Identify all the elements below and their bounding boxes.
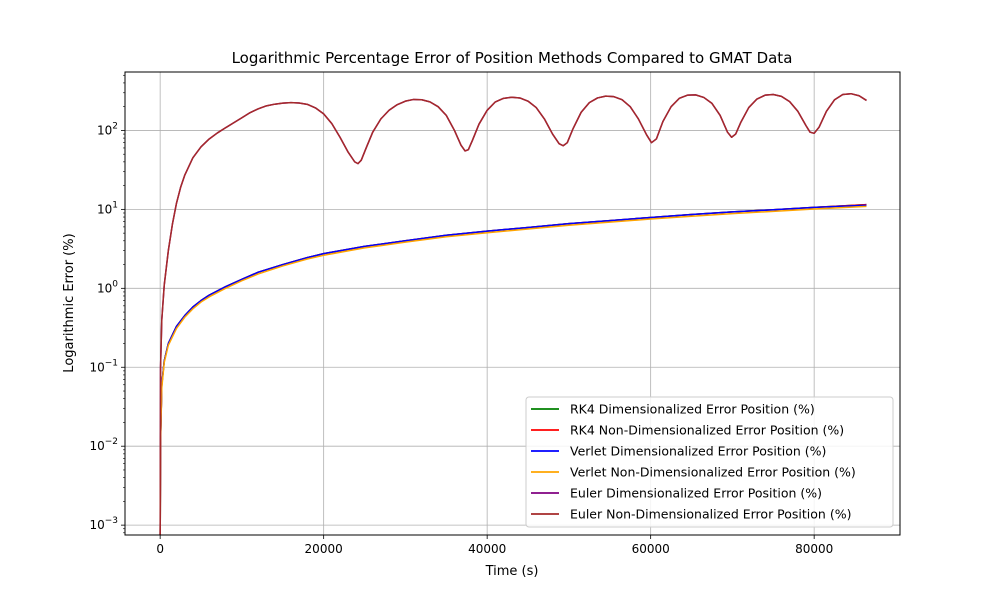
x-axis-label: Time (s) [485, 564, 539, 579]
series-line-6 [159, 92, 867, 535]
y-tick-label: 102 [97, 121, 118, 137]
x-tick-label: 80000 [795, 542, 833, 556]
chart-title: Logarithmic Percentage Error of Position… [232, 49, 793, 67]
y-axis-ticks: 10−3 10−2 10−1 100 101 102 [89, 74, 125, 534]
legend-label: RK4 Dimensionalized Error Position (%) [570, 402, 815, 417]
legend-label: Verlet Dimensionalized Error Position (%… [570, 444, 826, 459]
legend-label: RK4 Non-Dimensionalized Error Position (… [570, 423, 844, 438]
plot-frame [124, 71, 901, 536]
legend: RK4 Dimensionalized Error Position (%) RK… [525, 396, 894, 528]
legend-label: Verlet Non-Dimensionalized Error Positio… [570, 465, 856, 480]
y-tick-label: 101 [97, 200, 118, 216]
x-tick-label: 60000 [632, 542, 670, 556]
legend-label: Euler Dimensionalized Error Position (%) [570, 486, 822, 501]
y-tick-label: 10−3 [89, 516, 118, 532]
x-tick-label: 20000 [305, 542, 343, 556]
x-tick-label: 0 [156, 542, 164, 556]
y-tick-label: 100 [97, 279, 118, 295]
x-axis-ticks: 0 20000 40000 60000 80000 [156, 535, 833, 556]
legend-box [525, 396, 894, 528]
y-tick-label: 10−2 [89, 437, 118, 453]
y-axis-label: Logarithmic Error (%) [62, 233, 77, 372]
y-tick-label: 10−1 [89, 358, 118, 374]
series-line-3 [159, 204, 867, 535]
series-line-4 [159, 205, 867, 535]
series-lines [159, 92, 867, 535]
legend-label: Euler Non-Dimensionalized Error Position… [570, 507, 851, 522]
x-tick-label: 40000 [468, 542, 506, 556]
